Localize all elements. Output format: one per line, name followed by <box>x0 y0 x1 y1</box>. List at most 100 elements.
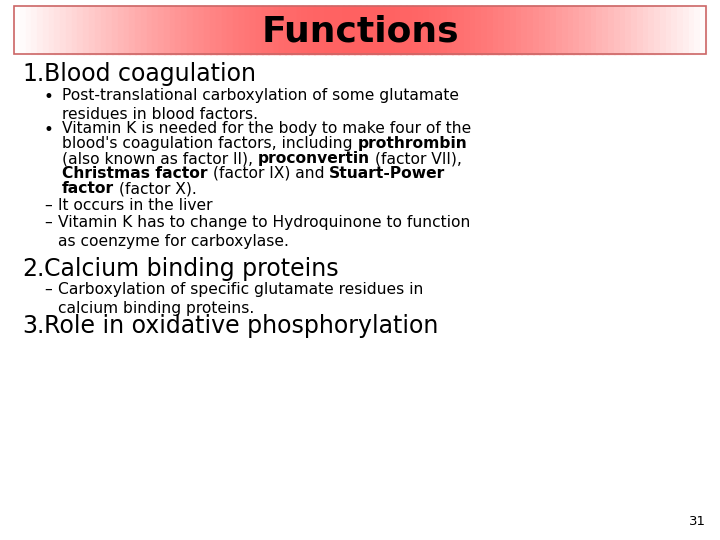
Bar <box>72 6 78 54</box>
Bar <box>84 6 90 54</box>
Bar <box>423 6 430 54</box>
Bar <box>279 6 286 54</box>
Bar <box>55 6 61 54</box>
Bar <box>689 6 696 54</box>
Bar <box>366 6 372 54</box>
Bar <box>573 6 580 54</box>
Bar <box>695 6 701 54</box>
Bar <box>521 6 528 54</box>
Bar <box>383 6 390 54</box>
Bar <box>660 6 667 54</box>
Bar <box>418 6 424 54</box>
Bar <box>619 6 626 54</box>
Bar <box>567 6 574 54</box>
Bar <box>665 6 672 54</box>
Bar <box>516 6 522 54</box>
Bar <box>671 6 678 54</box>
Bar <box>19 6 27 54</box>
Bar <box>464 6 470 54</box>
Text: (factor VII),: (factor VII), <box>370 151 462 166</box>
Bar <box>274 6 280 54</box>
Bar <box>412 6 418 54</box>
Bar <box>239 6 246 54</box>
Text: (factor X).: (factor X). <box>114 181 197 196</box>
Bar <box>441 6 447 54</box>
Text: Post-translational carboxylation of some glutamate
residues in blood factors.: Post-translational carboxylation of some… <box>62 88 459 122</box>
Bar <box>251 6 257 54</box>
Text: Vitamin K is needed for the body to make four of the: Vitamin K is needed for the body to make… <box>62 121 472 136</box>
Bar <box>314 6 320 54</box>
Bar <box>550 6 557 54</box>
Text: prothrombin: prothrombin <box>357 136 467 151</box>
Text: Carboxylation of specific glutamate residues in
calcium binding proteins.: Carboxylation of specific glutamate resi… <box>58 282 423 316</box>
Bar <box>158 6 165 54</box>
Bar <box>498 6 505 54</box>
Bar <box>130 6 136 54</box>
Bar <box>297 6 303 54</box>
Bar <box>544 6 551 54</box>
Bar <box>66 6 73 54</box>
Bar <box>228 6 234 54</box>
Bar <box>701 6 707 54</box>
Bar <box>14 6 21 54</box>
Text: 31: 31 <box>689 515 706 528</box>
Bar <box>101 6 107 54</box>
Text: •: • <box>43 121 53 139</box>
Text: Calcium binding proteins: Calcium binding proteins <box>44 257 338 281</box>
Bar <box>579 6 585 54</box>
Bar <box>602 6 609 54</box>
Bar <box>654 6 661 54</box>
Text: Role in oxidative phosphorylation: Role in oxidative phosphorylation <box>44 314 438 338</box>
Text: proconvertin: proconvertin <box>258 151 370 166</box>
Text: Functions: Functions <box>261 14 459 48</box>
Bar <box>625 6 632 54</box>
Bar <box>636 6 644 54</box>
Bar <box>642 6 649 54</box>
Bar <box>176 6 182 54</box>
Bar <box>291 6 297 54</box>
Bar <box>337 6 343 54</box>
Bar <box>107 6 113 54</box>
Bar <box>372 6 378 54</box>
Text: (factor IX) and: (factor IX) and <box>207 166 329 181</box>
Bar <box>308 6 315 54</box>
Bar <box>608 6 615 54</box>
Text: –: – <box>44 282 52 297</box>
Bar <box>124 6 130 54</box>
Bar <box>245 6 251 54</box>
Bar <box>406 6 413 54</box>
Bar <box>400 6 407 54</box>
Bar <box>458 6 464 54</box>
Bar <box>492 6 499 54</box>
Bar <box>204 6 211 54</box>
Text: It occurs in the liver: It occurs in the liver <box>58 198 212 213</box>
Bar <box>533 6 539 54</box>
Bar <box>233 6 240 54</box>
Bar <box>302 6 309 54</box>
Bar <box>596 6 603 54</box>
Text: •: • <box>43 88 53 106</box>
Text: Blood coagulation: Blood coagulation <box>44 62 256 86</box>
Bar <box>590 6 597 54</box>
Text: 2.: 2. <box>22 257 45 281</box>
Bar <box>42 6 50 54</box>
Bar <box>164 6 171 54</box>
Bar <box>504 6 510 54</box>
Bar <box>331 6 338 54</box>
Bar <box>268 6 274 54</box>
Text: –: – <box>44 215 52 230</box>
Text: (also known as factor II),: (also known as factor II), <box>62 151 258 166</box>
Bar <box>613 6 621 54</box>
Bar <box>348 6 355 54</box>
Bar <box>452 6 459 54</box>
Bar <box>193 6 199 54</box>
Bar <box>320 6 326 54</box>
Bar <box>631 6 638 54</box>
Bar <box>222 6 228 54</box>
Bar <box>170 6 176 54</box>
Bar <box>475 6 482 54</box>
Bar <box>389 6 395 54</box>
Bar <box>481 6 487 54</box>
Bar <box>153 6 159 54</box>
Bar <box>648 6 655 54</box>
